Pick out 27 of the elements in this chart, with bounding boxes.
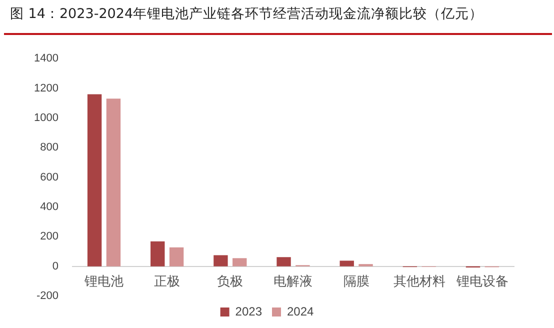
bar [87,94,102,266]
x-tick-label: 电解液 [274,274,313,289]
y-tick-label: 400 [40,201,58,214]
y-tick-label: 200 [40,230,58,243]
x-tick-label: 其他材料 [393,274,446,289]
x-tick-label: 锂电池 [84,274,124,289]
bar [276,257,291,266]
bar [214,255,228,266]
y-tick-label: 1200 [34,82,58,94]
bar [169,247,184,266]
y-tick-label: 0 [52,260,58,272]
x-tick-label: 正极 [154,274,180,289]
bar [150,241,165,266]
y-tick-label: -200 [36,290,58,302]
x-tick-label: 隔膜 [343,274,370,289]
bar [340,260,354,266]
legend-label: 2023 [235,304,262,318]
legend-label: 2024 [287,304,314,318]
y-tick-label: 800 [40,142,58,154]
x-tick-label: 负极 [217,274,244,289]
y-tick-label: 1000 [34,112,58,124]
bar [232,258,247,266]
chart-title: 图 14：2023-2024年锂电池产业链各环节经营活动现金流净额比较（亿元） [10,5,484,23]
y-tick-label: 1400 [34,52,58,65]
y-tick-label: 600 [40,171,58,184]
x-tick-label: 锂电设备 [455,274,508,289]
bar [106,98,121,266]
